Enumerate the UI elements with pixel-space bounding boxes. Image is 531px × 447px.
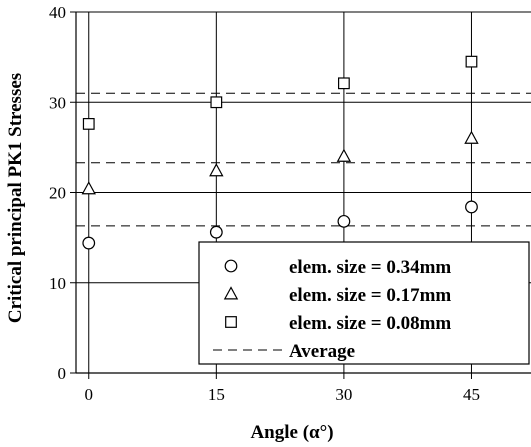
x-axis-label: Angle (α°) [250, 422, 333, 443]
data-markers [81, 55, 479, 250]
x-tick-label-0: 0 [85, 385, 94, 404]
legend-box [198, 241, 530, 365]
point-square-15 [210, 96, 223, 109]
point-square-30 [337, 77, 350, 90]
axes [70, 11, 531, 379]
x-tick-label-30: 30 [335, 385, 352, 404]
point-square-0 [82, 118, 95, 130]
point-square-45 [465, 55, 478, 68]
y-tick-label-20: 20 [49, 184, 66, 203]
legend-swatch-square [225, 316, 237, 328]
legend-swatch-triangle [223, 286, 239, 300]
legend: elem. size = 0.34mm elem. size = 0.17mm el… [198, 241, 530, 365]
point-triangle-45 [464, 130, 479, 144]
point-triangle-0 [81, 181, 96, 195]
point-circle-15 [209, 225, 223, 239]
y-tick-label-40: 40 [49, 3, 66, 22]
y-tick-label-10: 10 [49, 274, 66, 293]
legend-label-3: Average [289, 341, 355, 362]
point-circle-0 [82, 236, 96, 250]
legend-label-1: elem. size = 0.17mm [289, 285, 451, 306]
legend-label-0: elem. size = 0.34mm [289, 257, 451, 278]
tick-labels: 0 10 20 30 40 0 15 30 45 [49, 3, 480, 404]
y-tick-label-30: 30 [49, 93, 66, 112]
y-tick-label-0: 0 [58, 364, 67, 383]
legend-label-2: elem. size = 0.08mm [289, 313, 451, 334]
x-tick-label-45: 45 [463, 385, 480, 404]
legend-swatch-circle [224, 259, 238, 273]
point-triangle-15 [209, 163, 224, 177]
point-circle-45 [465, 200, 478, 214]
point-circle-30 [337, 214, 351, 228]
y-axis-label: Critical principal PK1 Stresses [5, 73, 26, 323]
x-tick-label-15: 15 [208, 385, 225, 404]
point-triangle-30 [336, 148, 352, 162]
average-lines [76, 92, 531, 227]
